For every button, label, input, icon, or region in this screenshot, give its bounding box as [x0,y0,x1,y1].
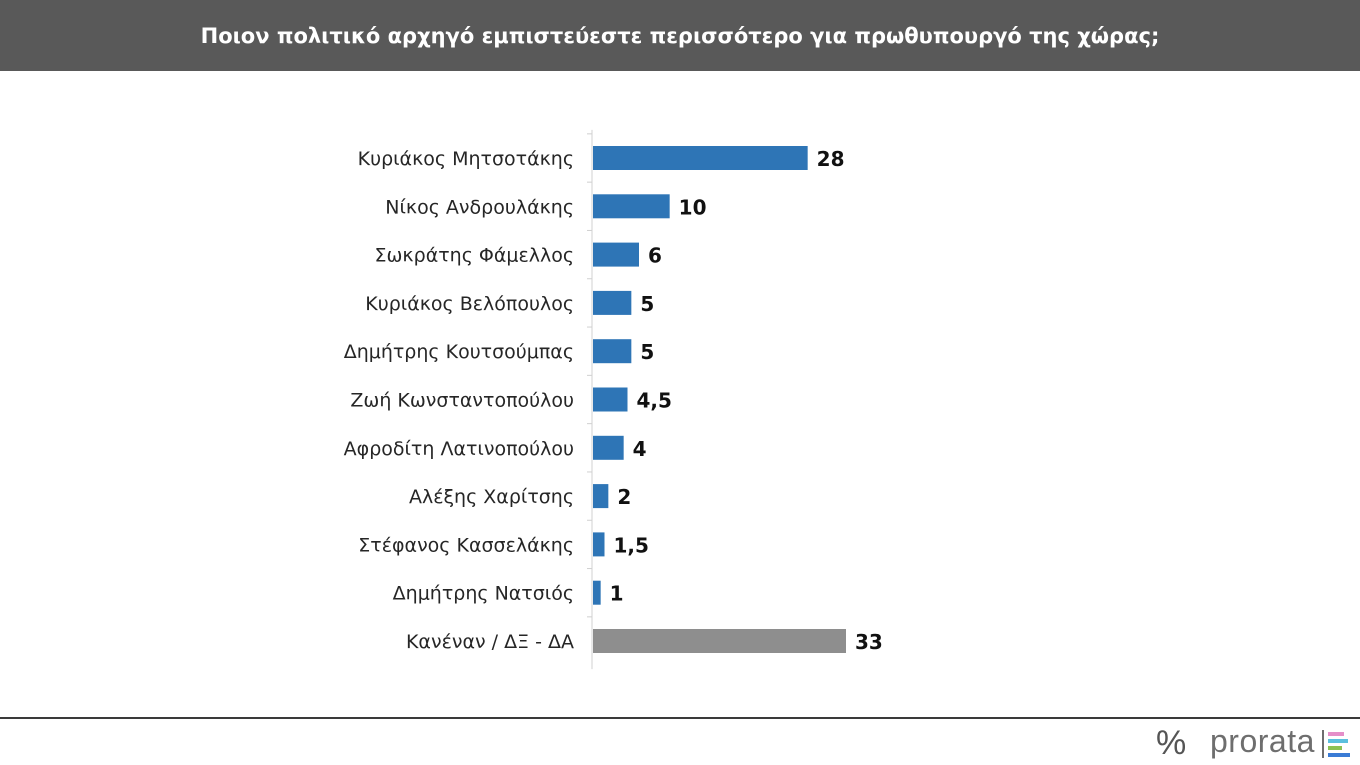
logo-bars-icon [1322,730,1352,758]
category-label: Κυριάκος Μητσοτάκης [358,148,574,170]
bar [593,387,628,412]
bar [593,194,670,219]
chart-title: Ποιον πολιτικό αρχηγό εμπιστεύεστε περισ… [200,23,1160,48]
data-label: 4 [633,437,647,461]
prorata-logo: % prorata [1156,722,1352,762]
category-label: Δημήτρης Κουτσούμπας [344,341,574,363]
bar [593,532,605,557]
category-label: Δημήτρης Νατσιός [393,583,574,605]
data-label: 2 [617,485,631,509]
percent-icon: % [1156,724,1187,762]
data-label: 5 [640,340,654,364]
data-label: 1,5 [614,533,649,557]
category-label: Κυριάκος Βελόπουλος [365,293,574,315]
logo-text: prorata [1210,723,1315,759]
data-label: 5 [640,292,654,316]
bar [593,629,846,653]
bar [593,339,632,364]
bar [593,242,639,267]
bar-chart: Κυριάκος Μητσοτάκης 28 Νίκος Ανδρουλάκης 10… [344,129,883,670]
data-label: 33 [855,630,883,654]
data-label: 28 [817,147,845,171]
footer-divider [0,717,1360,719]
data-label: 1 [610,582,624,606]
bar [593,146,808,170]
data-label: 4,5 [637,389,672,413]
bar [593,580,601,605]
data-label: 6 [648,244,662,268]
data-label: 10 [679,195,707,219]
category-label: Σωκράτης Φάμελλος [375,245,574,267]
chart-title-bar: Ποιον πολιτικό αρχηγό εμπιστεύεστε περισ… [0,0,1360,71]
bar [593,435,624,460]
category-label: Αφροδίτη Λατινοπούλου [344,438,574,460]
category-label: Αλέξης Χαρίτσης [409,486,574,508]
bar [593,484,609,509]
category-label: Κανέναν / ΔΞ - ΔΑ [406,631,574,653]
category-label: Στέφανος Κασσελάκης [358,534,574,556]
bar [593,290,632,315]
category-label: Ζωή Κωνσταντοπούλου [350,390,574,412]
category-label: Νίκος Ανδρουλάκης [385,196,574,218]
